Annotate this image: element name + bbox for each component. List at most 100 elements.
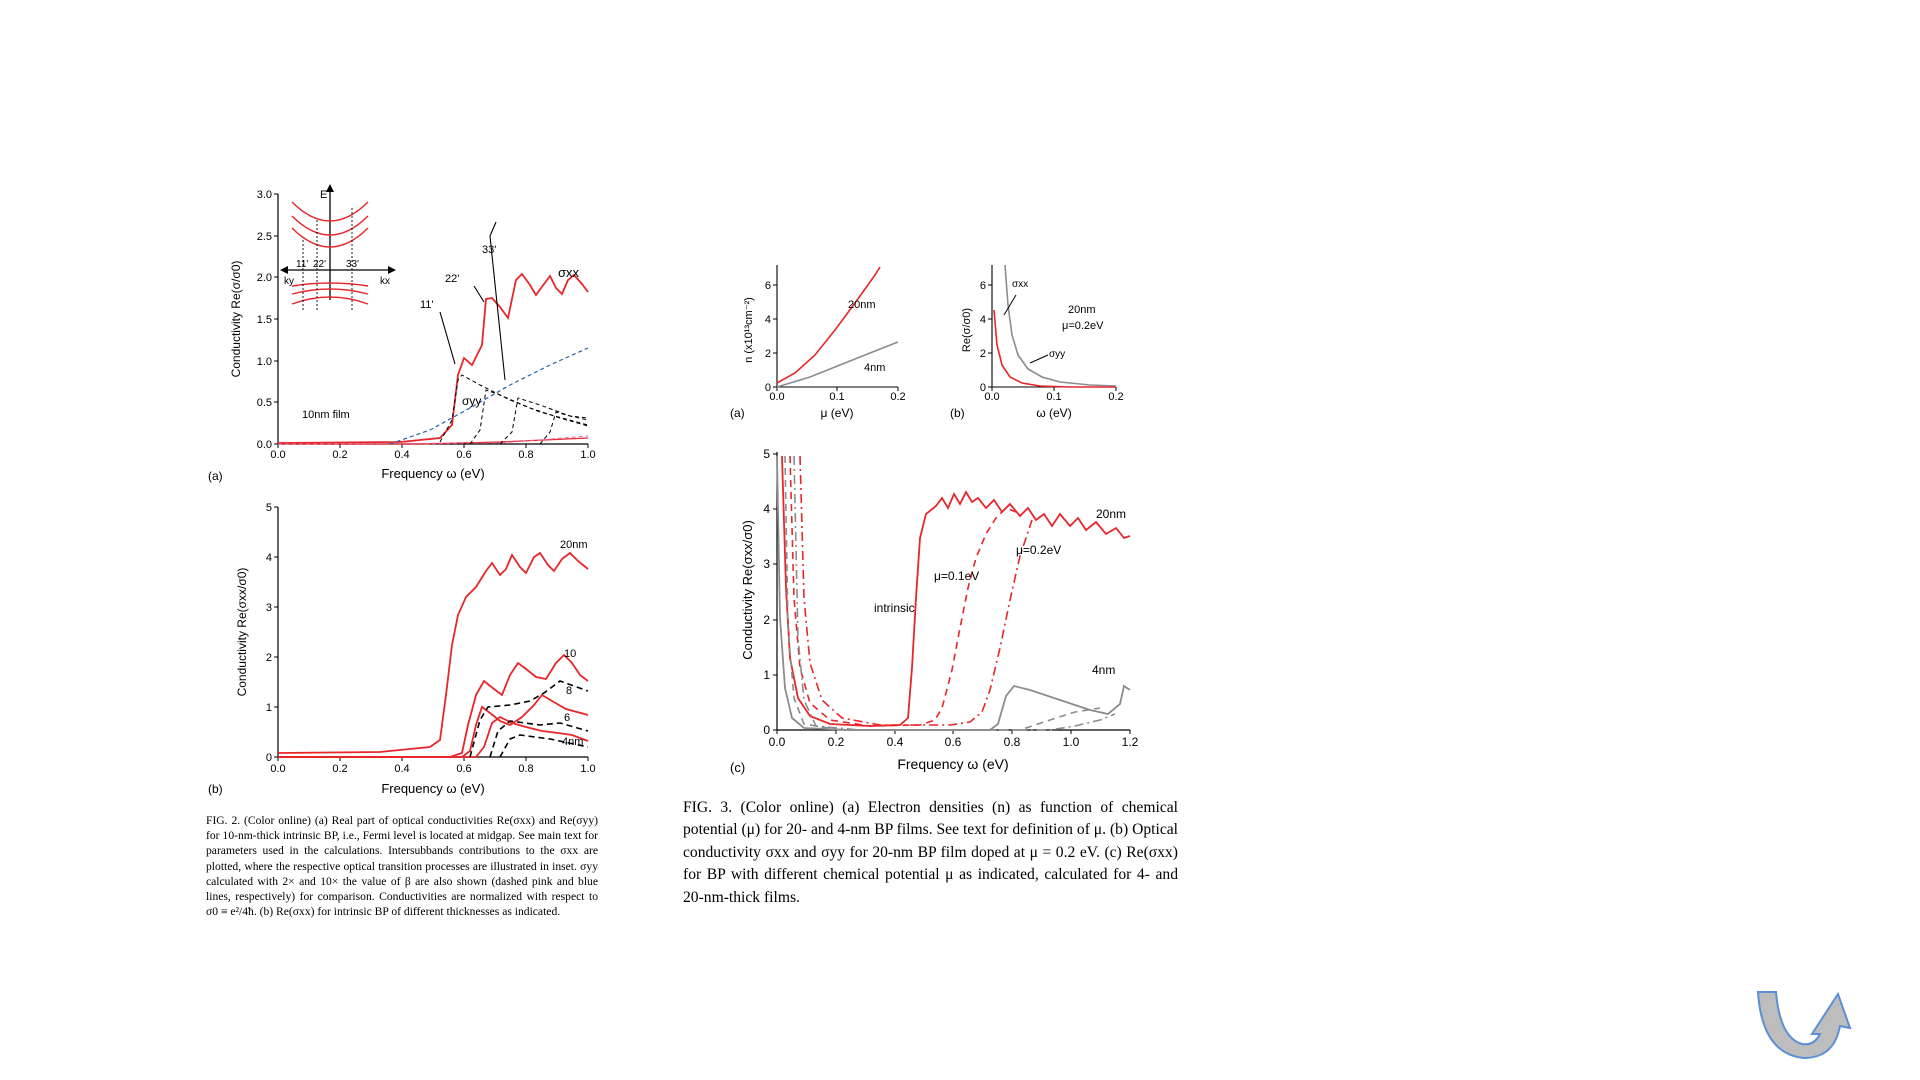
fig3c-4nm-mu02	[793, 455, 1116, 731]
fig3c-xlabel: Frequency ω (eV)	[897, 756, 1008, 772]
fig2a-xtick: 0.2	[332, 449, 347, 461]
fig2b-xtick: 0.2	[332, 763, 347, 775]
fig2a-ytick: 1.5	[257, 314, 272, 326]
fig3b-sigma-xx-curve	[1004, 264, 1117, 387]
fig2a-inset-ky: ky	[284, 276, 294, 287]
fig3b-ytick: 4	[980, 314, 986, 326]
fig2b-xtick: 0.0	[270, 763, 285, 775]
fig2b-chart: 0.0 0.2 0.4 0.6 0.8 1.0 0 1 2 3 4 5 Freq…	[208, 502, 596, 796]
fig2a-intersubband-33	[499, 397, 589, 445]
fig3a-xtick: 0.0	[769, 391, 784, 403]
fig3c-xtick: 0.4	[887, 735, 904, 749]
fig2a-ytick: 3.0	[257, 189, 272, 201]
fig3a-ylabel: n (x10¹³cm⁻²)	[743, 297, 755, 363]
fig2a-film-label: 10nm film	[302, 409, 350, 421]
fig2b-ytick: 1	[266, 702, 272, 714]
fig3b-label-mu: μ=0.2eV	[1062, 320, 1104, 332]
fig2b-ytick: 3	[266, 602, 272, 614]
fig2b-label-10: 10	[564, 648, 576, 660]
fig2b-dashed-a	[469, 680, 589, 758]
fig3a-chart: 0.0 0.1 0.2 0 2 4 6 20nm 4nm μ (eV) n (x…	[730, 265, 906, 420]
fig2b-dashed-c	[499, 734, 589, 758]
fig3-caption: FIG. 3. (Color online) (a) Electron dens…	[683, 799, 1178, 906]
fig2a-xtick: 0.4	[394, 449, 409, 461]
fig2a-inset-kx: kx	[380, 276, 390, 287]
fig2a-xtick: 1.0	[580, 449, 595, 461]
fig3c-20nm-mu02	[799, 455, 1033, 726]
fig2b-xtick: 1.0	[580, 763, 595, 775]
fig2b-ylabel: Conductivity Re(σxx/σ0)	[235, 568, 249, 697]
fig3c-ytick: 3	[763, 557, 770, 571]
fig2b-ytick: 0	[266, 752, 272, 764]
fig2a-ytick: 0.0	[257, 439, 272, 451]
fig2b-dashed-b	[489, 720, 589, 758]
fig2b-20nm-curve	[277, 551, 589, 754]
fig2a-transition-11: 11'	[420, 299, 434, 311]
fig3c-ytick: 1	[763, 668, 770, 682]
fig3c-ytick: 4	[763, 502, 770, 516]
fig3b-chart: 0.0 0.1 0.2 0 2 4 6 σxx σyy 20nm μ=0.2eV…	[950, 264, 1124, 420]
fig3c-xtick: 0.8	[1004, 735, 1021, 749]
fig2a-inset-33: 33'	[346, 259, 359, 270]
fig3a-20nm-curve	[776, 266, 881, 384]
fig3c-ytick: 0	[763, 723, 770, 737]
fig3c-ytick: 2	[763, 613, 770, 627]
fig3b-ylabel: Re(σ/σ0)	[961, 308, 973, 352]
fig2a-sigma-yy-label: σyy	[462, 394, 481, 408]
fig3b-label-sigma-yy: σyy	[1049, 349, 1065, 360]
fig3c-xtick: 1.0	[1063, 735, 1080, 749]
fig2b-ytick: 2	[266, 652, 272, 664]
fig3c-xtick: 0.2	[828, 735, 845, 749]
fig3c-label-mu01: μ=0.1eV	[934, 569, 979, 583]
fig3c-label-4nm: 4nm	[1092, 663, 1115, 677]
fig3c-ylabel: Conductivity Re(σxx/σ0)	[740, 520, 755, 660]
fig2b-6nm-curve	[278, 715, 589, 758]
fig2a-transition-22: 22'	[445, 273, 459, 285]
fig2a-intersubband-22	[469, 389, 589, 445]
fig2a-inset-22: 22'	[313, 259, 326, 270]
fig3a-panel-label: (a)	[730, 406, 745, 420]
fig2b-10nm-curve	[278, 653, 589, 758]
fig3b-xtick: 0.1	[1046, 391, 1061, 403]
u-turn-arrow-icon[interactable]	[1752, 988, 1867, 1060]
fig2a-xtick: 0.0	[270, 449, 285, 461]
fig2a-inset-E: E	[320, 189, 327, 201]
fig2a-ytick: 0.5	[257, 397, 272, 409]
fig2b-ytick: 4	[266, 552, 272, 564]
fig3b-label-sigma-xx: σxx	[1012, 279, 1028, 290]
fig3b-ytick: 6	[980, 280, 986, 292]
fig2a-inset: E ky kx 11' 22' 33'	[280, 184, 396, 310]
fig2b-panel-label: (b)	[208, 782, 223, 796]
fig2a-ytick: 2.5	[257, 231, 272, 243]
fig3c-ytick: 5	[763, 447, 770, 461]
fig2a-inset-11: 11'	[296, 259, 308, 270]
fig3a-xtick: 0.1	[829, 391, 844, 403]
fig2b-label-4nm: 4nm	[562, 736, 583, 748]
fig3b-label-20nm: 20nm	[1068, 304, 1096, 316]
fig2b-label-8: 8	[566, 685, 572, 697]
fig2a-xtick: 0.8	[518, 449, 533, 461]
fig3b-ytick: 0	[980, 382, 986, 394]
fig2a-ytick: 2.0	[257, 272, 272, 284]
fig3b-xtick: 0.0	[984, 391, 999, 403]
fig2a-ytick: 1.0	[257, 356, 272, 368]
fig3a-ytick: 4	[765, 314, 771, 326]
fig3c-label-20nm: 20nm	[1096, 507, 1126, 521]
fig3c-xtick: 0.6	[945, 735, 962, 749]
fig3c-20nm-mu01	[789, 455, 1017, 727]
fig2a-xlabel: Frequency ω (eV)	[381, 466, 484, 481]
fig3c-20nm-intrinsic	[781, 455, 1131, 727]
fig2b-xtick: 0.6	[456, 763, 471, 775]
fig3c-4nm-mu01	[784, 455, 1101, 731]
fig2-caption: FIG. 2. (Color online) (a) Real part of …	[206, 814, 598, 919]
fig2a-ylabel: Conductivity Re(σ/σ0)	[229, 261, 243, 378]
fig3a-xlabel: μ (eV)	[821, 406, 854, 420]
fig3a-ytick: 6	[765, 280, 771, 292]
fig3c-chart: 0.0 0.2 0.4 0.6 0.8 1.0 1.2 0 1 2 3 4 5 …	[730, 447, 1139, 775]
fig2a-chart: 0.0 0.2 0.4 0.6 0.8 1.0 0.0 0.5 1.0 1.5 …	[208, 184, 596, 483]
fig2b-ytick: 5	[266, 502, 272, 514]
fig3a-ytick: 2	[765, 348, 771, 360]
fig3a-ytick: 0	[765, 382, 771, 394]
fig3c-4nm-intrinsic	[776, 455, 1131, 731]
fig3c-label-mu02: μ=0.2eV	[1016, 543, 1061, 557]
